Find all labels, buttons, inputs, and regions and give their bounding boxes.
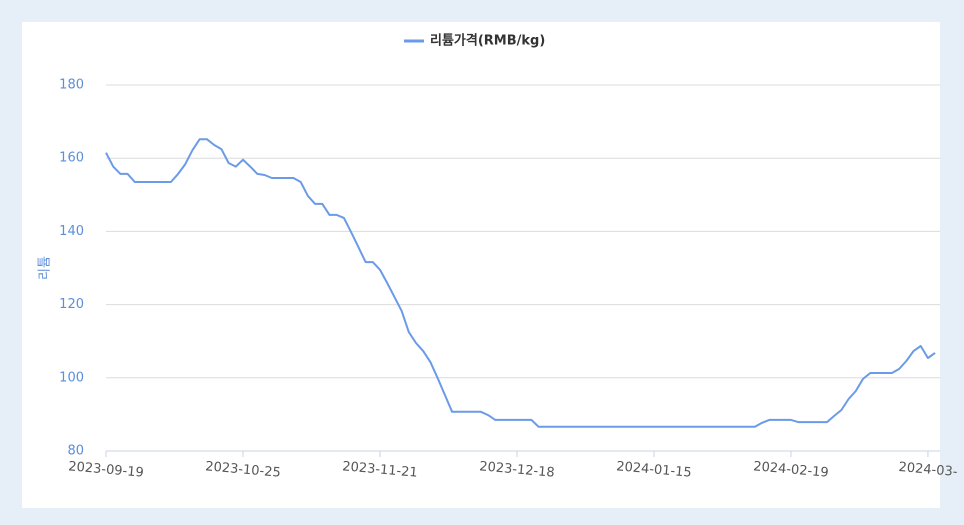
y-tick-label: 140 — [59, 224, 84, 239]
x-tick-label: 2024-03- — [898, 460, 958, 480]
x-tick-label: 2023-09-19 — [68, 459, 145, 481]
x-tick-label: 2023-12-18 — [479, 459, 556, 481]
y-tick-label: 100 — [59, 370, 84, 385]
x-tick-label: 2024-01-15 — [616, 459, 693, 481]
x-tick-label: 2023-11-21 — [342, 459, 419, 481]
y-tick-label: 180 — [59, 78, 84, 93]
line-series — [105, 138, 936, 428]
legend-label: 리튬가격(RMB/kg) — [430, 33, 545, 49]
y-axis-label: 리튬 — [38, 256, 53, 280]
y-tick-label: 120 — [59, 297, 84, 312]
x-tick-label: 2023-10-25 — [205, 459, 282, 481]
y-tick-label: 160 — [59, 151, 84, 166]
y-tick-label: 80 — [67, 444, 84, 459]
chart-panel — [22, 22, 940, 508]
x-tick-label: 2024-02-19 — [753, 459, 830, 481]
